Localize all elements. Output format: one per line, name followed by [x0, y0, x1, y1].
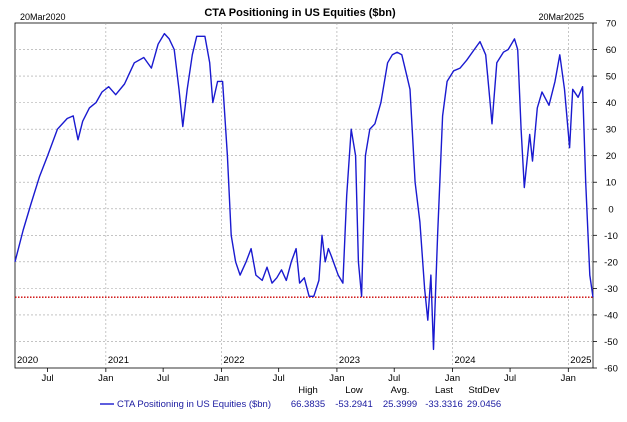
y-tick-label: 40 [606, 98, 617, 109]
y-tick-label: -20 [604, 257, 618, 268]
y-tick-label: 0 [608, 204, 613, 215]
y-tick-label: -60 [604, 364, 618, 375]
stats-header: Low [345, 385, 363, 396]
x-month-label: Jul [157, 373, 169, 384]
y-tick-label: 10 [606, 178, 617, 189]
x-month-label: Jul [504, 373, 516, 384]
start-date-label: 20Mar2020 [20, 12, 66, 22]
x-year-label: 2024 [454, 355, 475, 366]
y-tick-label: 20 [606, 151, 617, 162]
x-year-label: 2023 [339, 355, 360, 366]
end-date-label: 20Mar2025 [538, 12, 584, 22]
stats-header: Avg. [391, 385, 410, 396]
stats-value: -53.2941 [335, 399, 373, 410]
y-tick-label: -10 [604, 231, 618, 242]
legend-label: CTA Positioning in US Equities ($bn) [117, 399, 271, 410]
x-month-label: Jan [445, 373, 460, 384]
y-tick-label: -30 [604, 284, 618, 295]
x-month-label: Jul [42, 373, 54, 384]
x-year-label: 2020 [17, 355, 38, 366]
x-month-label: Jul [388, 373, 400, 384]
x-month-label: Jan [561, 373, 576, 384]
x-month-label: Jan [98, 373, 113, 384]
series-lines [14, 32, 594, 351]
plot-area [14, 22, 594, 369]
x-year-label: 2025 [570, 355, 591, 366]
stats-header: Last [435, 385, 453, 396]
y-tick-label: -50 [604, 337, 618, 348]
x-axis: 2020 2021 2022 2023 2024 2025 Jul Jan Jul Jan Jul J… [17, 355, 591, 384]
y-tick-label: 50 [606, 72, 617, 83]
legend: High Low Avg. Last StdDev CTA Positioning in … [100, 385, 501, 410]
x-month-label: Jan [329, 373, 344, 384]
x-month-label: Jan [214, 373, 229, 384]
stats-header: High [298, 385, 318, 396]
x-year-label: 2021 [108, 355, 129, 366]
stats-value: 66.3835 [291, 399, 325, 410]
stats-value: 29.0456 [467, 399, 501, 410]
x-year-label: 2022 [223, 355, 244, 366]
series-line [14, 32, 594, 351]
plot-frame [14, 22, 594, 369]
stats-header: StdDev [468, 385, 499, 396]
y-tick-label: 60 [606, 45, 617, 56]
grid [15, 23, 593, 368]
y-tick-label: -40 [604, 310, 618, 321]
stats-value: -33.3316 [425, 399, 463, 410]
y-tick-label: 70 [606, 19, 617, 30]
y-tick-label: 30 [606, 125, 617, 136]
stats-value: 25.3999 [383, 399, 417, 410]
y-axis: 70 60 50 40 30 20 10 0 -10 -20 -30 -40 -50 -60 [593, 19, 618, 375]
chart-title: CTA Positioning in US Equities ($bn) [204, 7, 396, 19]
x-month-label: Jul [273, 373, 285, 384]
